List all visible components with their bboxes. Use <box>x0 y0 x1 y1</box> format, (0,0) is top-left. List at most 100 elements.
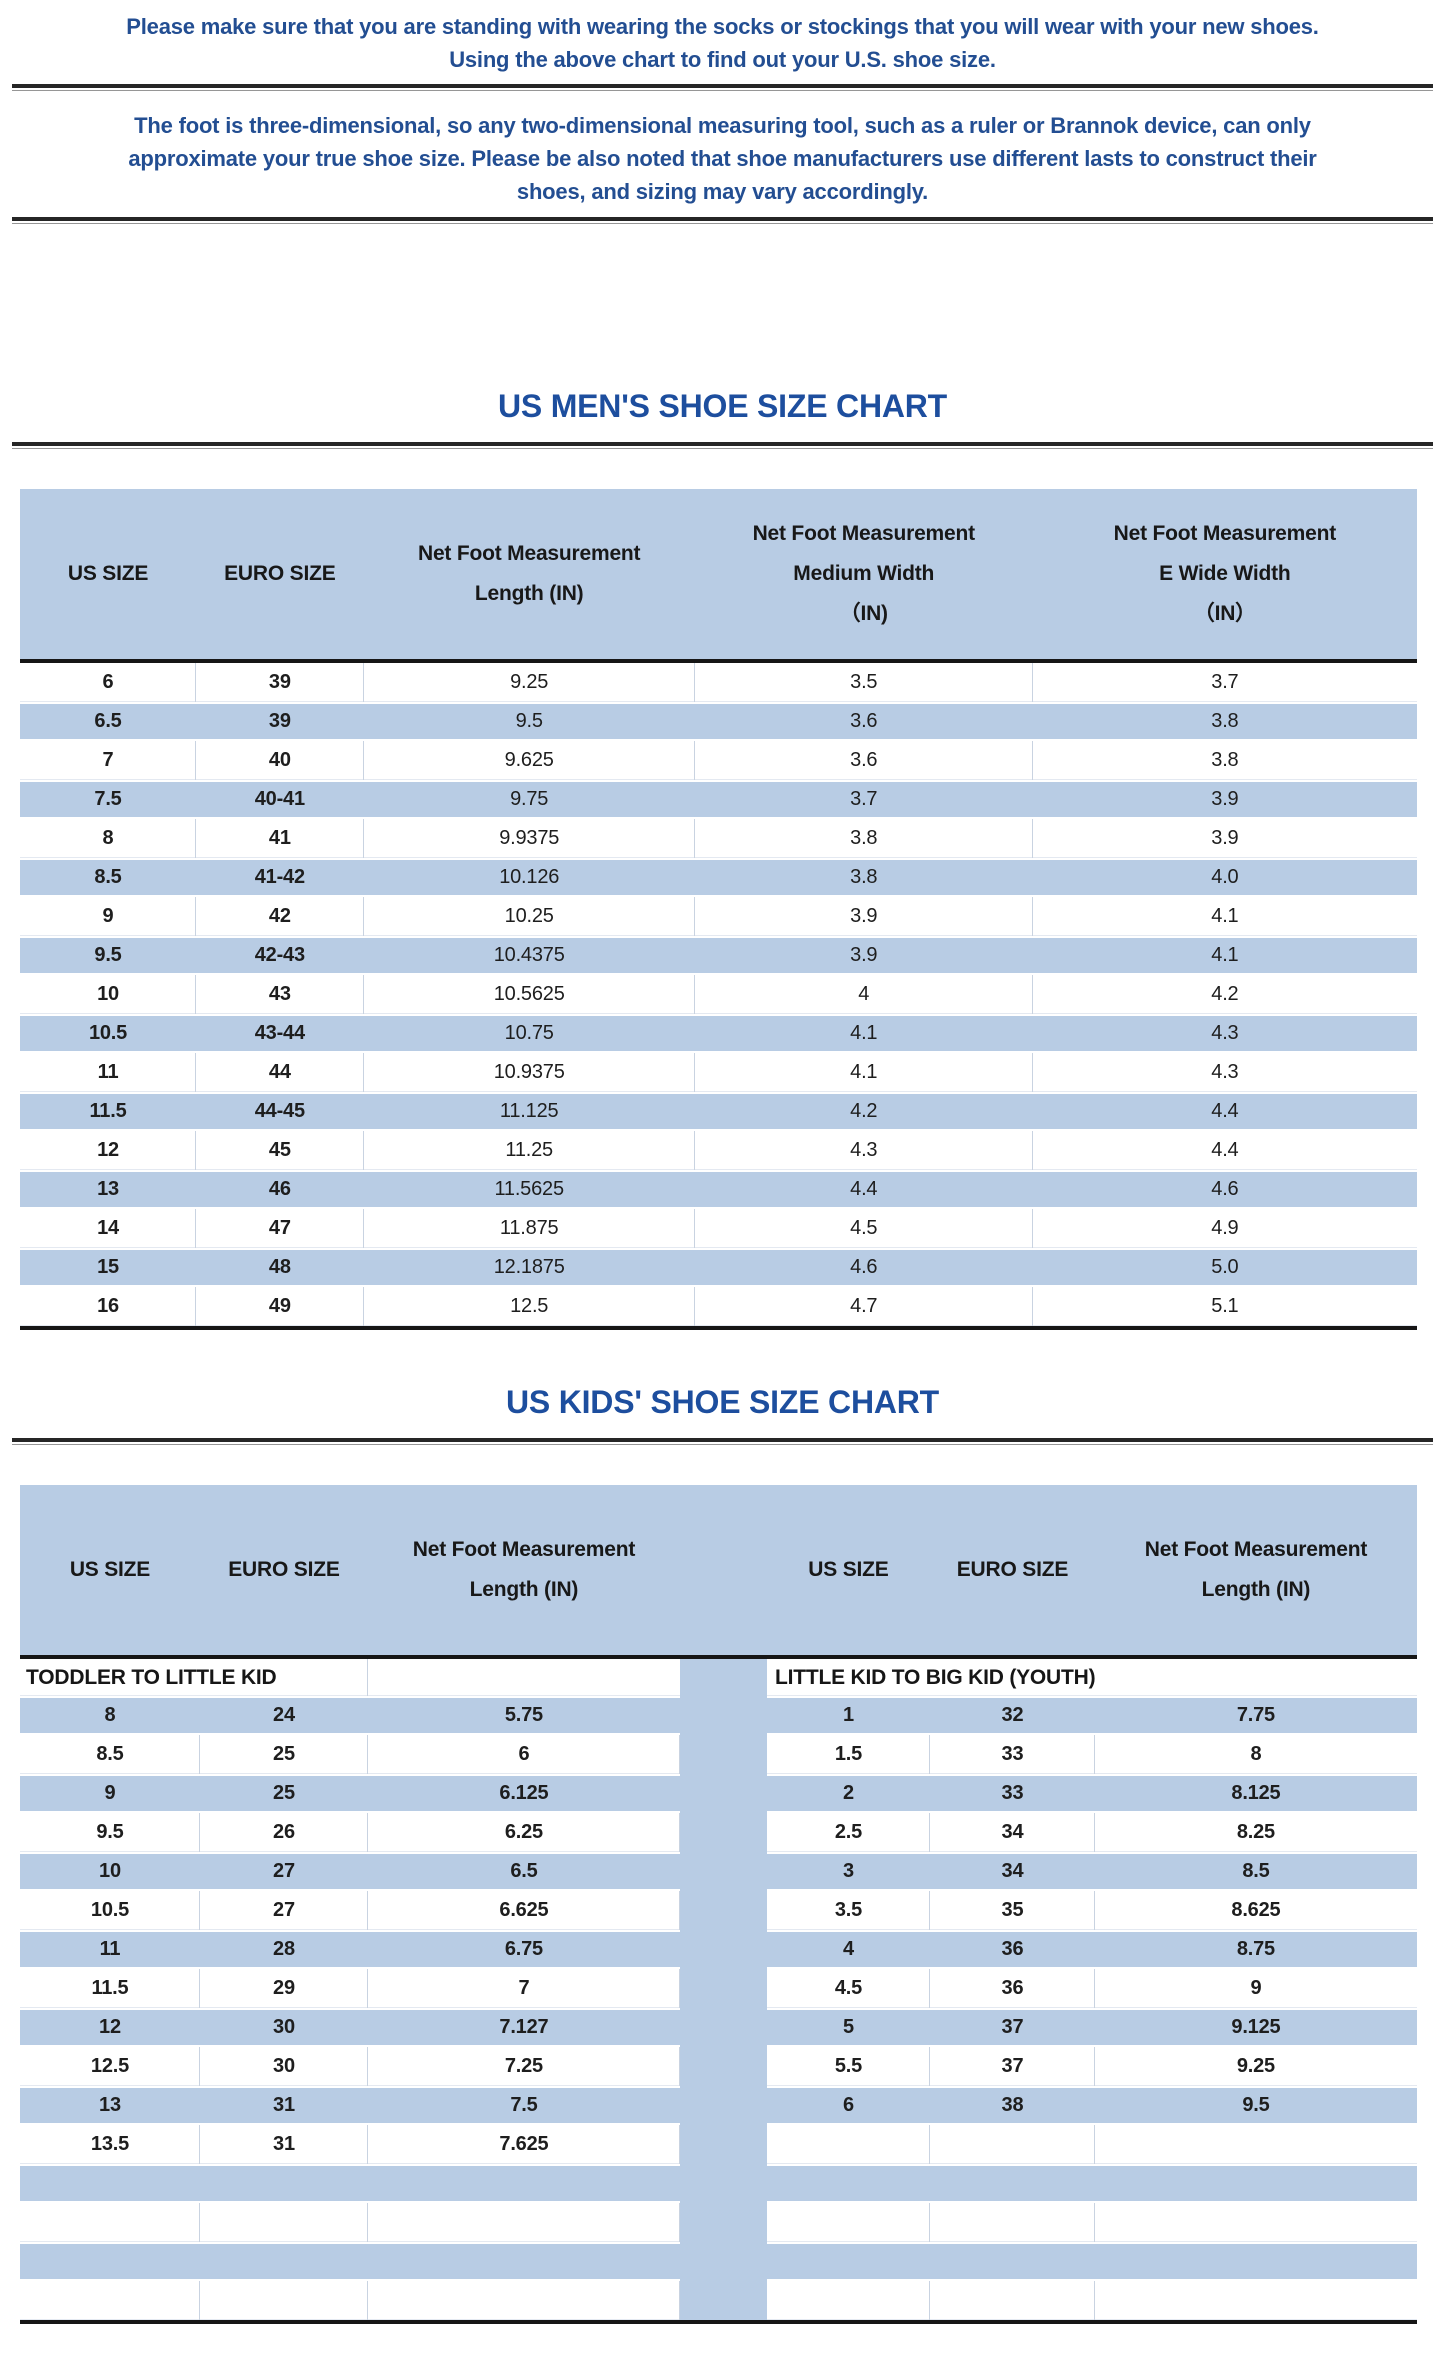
table-cell: 3.7 <box>694 780 1033 819</box>
table-cell: 6.625 <box>367 1891 680 1930</box>
header-label: Net Foot Measurement <box>752 521 976 545</box>
intro-line-1: Please make sure that you are standing w… <box>126 14 1319 39</box>
table-cell: 26 <box>199 1813 368 1852</box>
table-cell: 4.2 <box>694 1092 1033 1131</box>
kids-table-row: 13.5 31 7.625 <box>20 2125 1417 2164</box>
table-cell: 37 <box>929 2008 1095 2047</box>
section-rule <box>12 442 1433 449</box>
kids-table-row: 9.5 26 6.25 2.5 34 8.25 <box>20 1813 1417 1852</box>
table-cell: 4.9 <box>1032 1209 1417 1248</box>
header-label: Net Foot Measurement <box>1113 521 1337 545</box>
table-cell <box>679 1969 767 2008</box>
table-cell: 6.125 <box>367 1774 680 1813</box>
table-cell <box>679 1774 767 1813</box>
table-cell: 8 <box>1094 1735 1417 1774</box>
table-cell: 3.9 <box>1032 819 1417 858</box>
table-cell: 10.5 <box>20 1014 197 1053</box>
table-cell: 6.5 <box>20 702 197 741</box>
table-cell: 7.25 <box>367 2047 680 2086</box>
section-rule <box>12 84 1433 91</box>
table-cell: 4.3 <box>694 1131 1033 1170</box>
kids-table-row <box>20 2203 1417 2242</box>
kids-table-row: 11 28 6.75 4 36 8.75 <box>20 1930 1417 1969</box>
kids-table-row <box>20 2164 1417 2203</box>
table-cell: 44 <box>196 1053 364 1092</box>
header-label: Net Foot Measurement <box>417 541 641 565</box>
header-cell-us-size: US SIZE <box>20 1485 200 1655</box>
table-cell <box>766 2125 930 2164</box>
table-cell: 11.5 <box>20 1969 200 2008</box>
table-cell <box>679 1930 767 1969</box>
header-label: Medium Width <box>793 561 935 585</box>
mens-table-row: 9.5 42-43 10.4375 3.9 4.1 <box>20 936 1417 975</box>
table-cell: 10.4375 <box>363 936 695 975</box>
table-cell <box>1094 2281 1417 2320</box>
table-cell: 3.7 <box>1032 663 1417 702</box>
kids-table-rows: 8 24 5.75 1 32 7.75 8.5 25 6 1.5 33 8 9 25 6.125 2 33 8.1… <box>20 1696 1417 2320</box>
table-cell: 38 <box>929 2086 1095 2125</box>
table-cell <box>199 2242 368 2281</box>
table-cell: 10 <box>20 1852 200 1891</box>
table-cell: 42 <box>196 897 364 936</box>
table-cell <box>679 1735 767 1774</box>
table-cell: 11 <box>20 1053 197 1092</box>
intro-line-2: Using the above chart to find out your U… <box>449 47 996 72</box>
kids-table-row <box>20 2242 1417 2281</box>
table-cell: 6 <box>20 663 197 702</box>
header-cell-euro-size: EURO SIZE <box>930 1485 1095 1655</box>
kids-chart-title: US KIDS' SHOE SIZE CHART <box>505 1384 940 1420</box>
table-cell: 32 <box>929 1696 1095 1735</box>
table-cell: 28 <box>199 1930 368 1969</box>
table-cell: 11.125 <box>363 1092 695 1131</box>
table-cell: 4 <box>694 975 1033 1014</box>
table-cell: 15 <box>20 1248 197 1287</box>
table-cell: 5.1 <box>1032 1287 1417 1326</box>
table-cell: 9.625 <box>363 741 695 780</box>
table-cell: 8.625 <box>1094 1891 1417 1930</box>
table-cell <box>929 2164 1095 2203</box>
table-cell: 3.8 <box>1032 741 1417 780</box>
mens-table-row: 8.5 41-42 10.126 3.8 4.0 <box>20 858 1417 897</box>
table-cell: 11.25 <box>363 1131 695 1170</box>
table-cell: 8.25 <box>1094 1813 1417 1852</box>
header-cell-length: Net Foot Measurement Length (IN) <box>364 489 695 659</box>
kids-table-row: 13 31 7.5 6 38 9.5 <box>20 2086 1417 2125</box>
table-cell: 4.3 <box>1032 1053 1417 1092</box>
table-cell: 3.6 <box>694 702 1033 741</box>
table-cell: 24 <box>199 1696 368 1735</box>
table-cell: 45 <box>196 1131 364 1170</box>
header-label: E Wide Width <box>1159 561 1291 585</box>
mens-size-table: US SIZE EURO SIZE Net Foot Measurement L… <box>20 489 1417 1330</box>
table-cell: 10.5625 <box>363 975 695 1014</box>
table-cell: 7 <box>20 741 197 780</box>
table-cell: 3.8 <box>1032 702 1417 741</box>
kids-table-row: 11.5 29 7 4.5 36 9 <box>20 1969 1417 2008</box>
table-cell: 4.3 <box>1032 1014 1417 1053</box>
table-cell: 31 <box>199 2125 368 2164</box>
table-cell: 31 <box>199 2086 368 2125</box>
table-cell: 4.1 <box>1032 936 1417 975</box>
table-cell: 4.4 <box>694 1170 1033 1209</box>
header-label: US SIZE <box>69 1557 151 1581</box>
table-cell: 10.126 <box>363 858 695 897</box>
table-cell: 9.9375 <box>363 819 695 858</box>
table-cell: 9.5 <box>363 702 695 741</box>
table-cell: 6 <box>367 1735 680 1774</box>
table-cell <box>199 2164 368 2203</box>
table-cell: 4.7 <box>694 1287 1033 1326</box>
table-cell: 5.5 <box>766 2047 930 2086</box>
table-cell <box>679 2008 767 2047</box>
table-cell <box>679 1696 767 1735</box>
header-label: EURO SIZE <box>228 1557 340 1581</box>
table-cell: 7.75 <box>1094 1696 1417 1735</box>
kids-subheader-row: TODDLER TO LITTLE KID LITTLE KID TO BIG … <box>20 1659 1417 1696</box>
table-cell <box>766 2242 930 2281</box>
table-cell: 4.5 <box>694 1209 1033 1248</box>
table-cell: 39 <box>196 663 364 702</box>
note-line-3: shoes, and sizing may vary accordingly. <box>516 179 929 204</box>
table-cell: 7.625 <box>367 2125 680 2164</box>
table-cell <box>367 2281 680 2320</box>
header-label: （IN） <box>1193 602 1256 626</box>
table-cell <box>20 2242 200 2281</box>
table-cell: 8.5 <box>20 858 197 897</box>
